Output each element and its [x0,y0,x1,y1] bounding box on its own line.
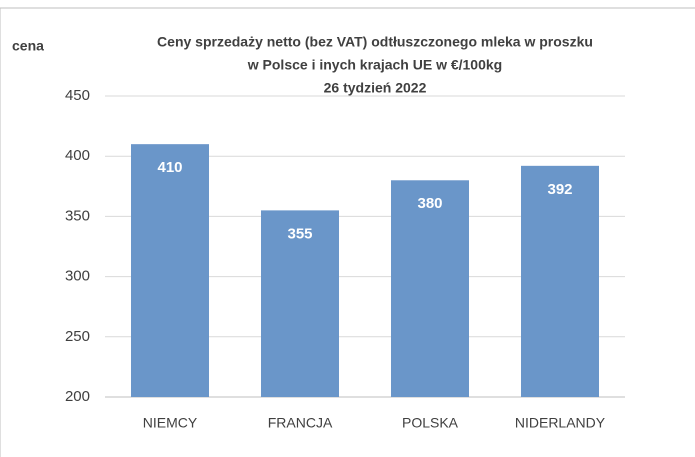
bar [521,165,599,397]
y-tick-label: 250 [65,328,90,345]
bar [261,210,339,397]
data-label: 380 [417,195,442,212]
y-axis-label: cena [12,38,44,54]
data-label: 392 [547,181,572,198]
y-tick-label: 450 [65,87,90,104]
y-tick-label: 350 [65,207,90,224]
y-tick-label: 400 [65,147,90,164]
chart-title: Ceny sprzedaży netto (bez VAT) odtłuszcz… [157,34,593,50]
data-label: 410 [157,159,182,176]
chart-title: 26 tydzień 2022 [324,80,427,96]
x-tick-label: FRANCJA [268,415,333,431]
x-tick-label: NIDERLANDY [515,415,606,431]
data-label: 355 [287,225,312,242]
bar [131,144,209,397]
y-tick-label: 200 [65,388,90,405]
chart-title: w Polsce i inych krajach UE w €/100kg [247,57,502,73]
x-tick-label: NIEMCY [143,415,198,431]
y-tick-label: 300 [65,268,90,285]
bar [391,180,469,397]
x-tick-label: POLSKA [402,415,459,431]
